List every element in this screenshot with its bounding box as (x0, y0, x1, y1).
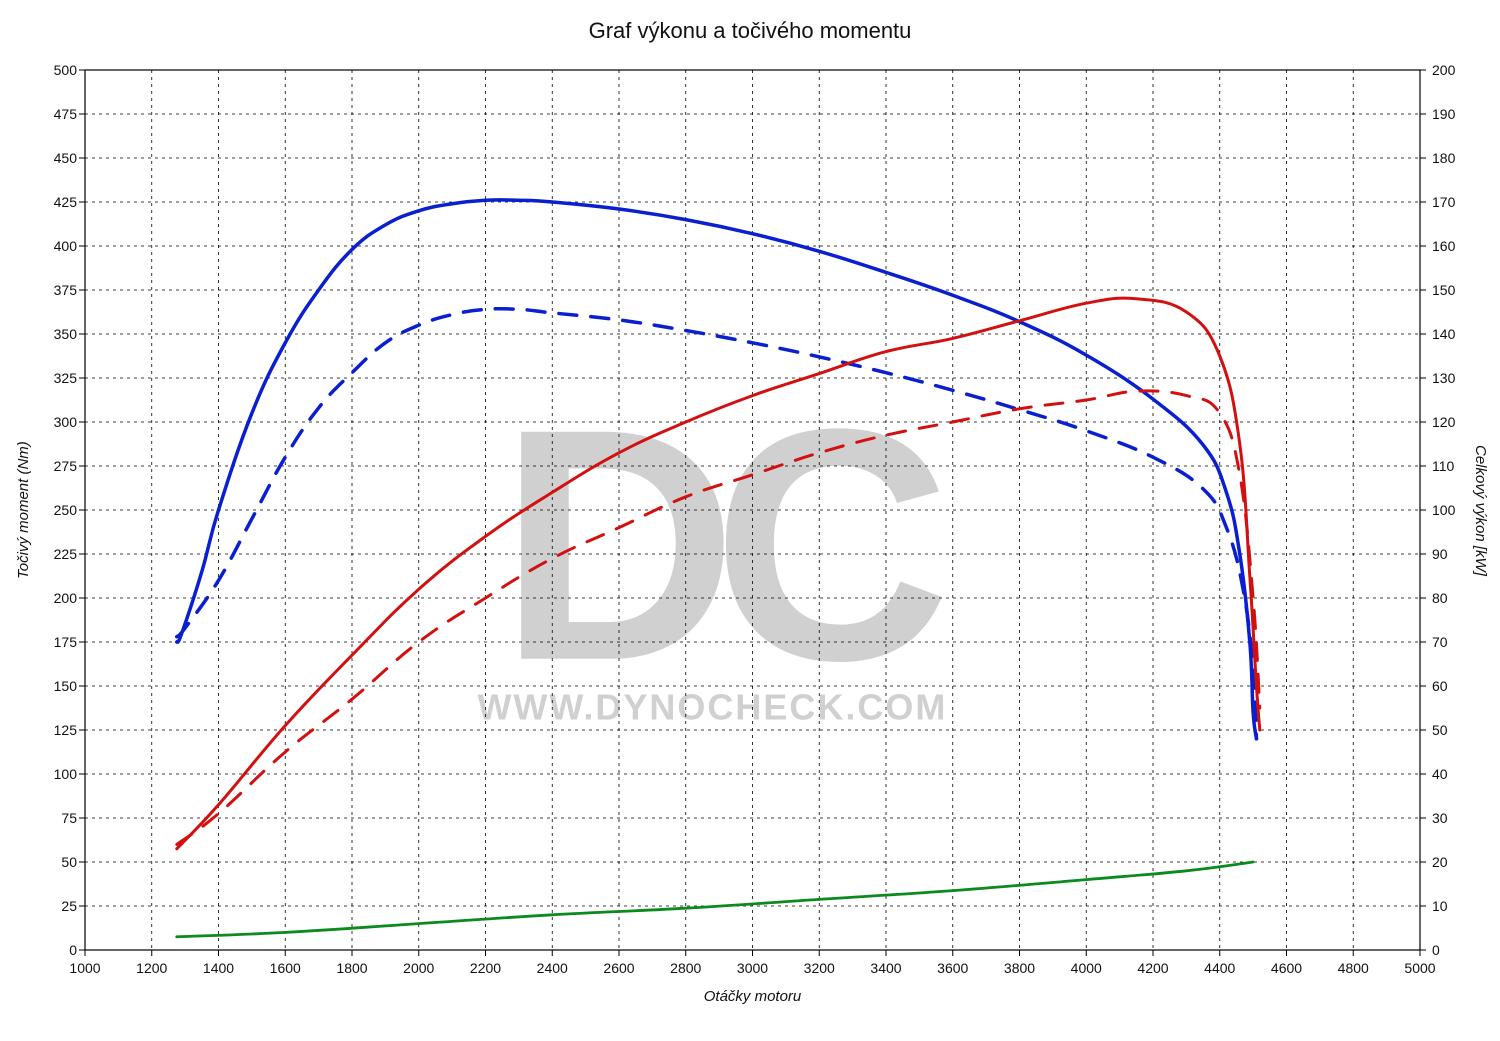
y-right-tick-label: 50 (1432, 722, 1448, 738)
y-right-tick-label: 130 (1432, 370, 1455, 386)
x-tick-label: 3400 (870, 960, 901, 976)
x-tick-label: 2800 (670, 960, 701, 976)
y-left-tick-label: 275 (45, 458, 77, 474)
y-left-tick-label: 0 (45, 942, 77, 958)
y-right-tick-label: 60 (1432, 678, 1448, 694)
y-left-tick-label: 100 (45, 766, 77, 782)
y-left-tick-label: 125 (45, 722, 77, 738)
watermark: DCWWW.DYNOCHECK.COM (477, 360, 947, 729)
chart-title: Graf výkonu a točivého momentu (0, 18, 1500, 44)
y-right-tick-label: 160 (1432, 238, 1455, 254)
x-tick-label: 4600 (1271, 960, 1302, 976)
x-tick-label: 1000 (69, 960, 100, 976)
y-left-tick-label: 350 (45, 326, 77, 342)
x-tick-label: 1800 (336, 960, 367, 976)
y-left-tick-label: 325 (45, 370, 77, 386)
y-left-tick-label: 300 (45, 414, 77, 430)
x-tick-label: 4000 (1071, 960, 1102, 976)
x-tick-label: 3000 (737, 960, 768, 976)
x-tick-label: 2600 (603, 960, 634, 976)
y-right-tick-label: 30 (1432, 810, 1448, 826)
y-right-tick-label: 100 (1432, 502, 1455, 518)
y-right-tick-label: 110 (1432, 458, 1454, 474)
svg-text:DC: DC (499, 360, 944, 729)
plot-area: DCWWW.DYNOCHECK.COM (85, 70, 1420, 950)
x-tick-label: 2000 (403, 960, 434, 976)
y-right-tick-label: 10 (1432, 898, 1448, 914)
y-left-tick-label: 400 (45, 238, 77, 254)
y-right-tick-label: 0 (1432, 942, 1440, 958)
y-left-tick-label: 475 (45, 106, 77, 122)
x-tick-label: 1400 (203, 960, 234, 976)
x-tick-label: 2400 (537, 960, 568, 976)
y-left-tick-label: 375 (45, 282, 77, 298)
y-right-tick-label: 180 (1432, 150, 1455, 166)
chart-svg: DCWWW.DYNOCHECK.COM (85, 70, 1420, 950)
y-left-tick-label: 50 (45, 854, 77, 870)
x-tick-label: 3800 (1004, 960, 1035, 976)
y-left-tick-label: 225 (45, 546, 77, 562)
y-axis-left-label: Točivý moment (Nm) (15, 70, 32, 950)
y-axis-right-label: Celkový výkon [kW] (1472, 70, 1489, 950)
x-tick-label: 3200 (804, 960, 835, 976)
y-left-tick-label: 450 (45, 150, 77, 166)
x-axis-label: Otáčky motoru (85, 988, 1420, 1005)
y-left-tick-label: 75 (45, 810, 77, 826)
chart-container: Graf výkonu a točivého momentu DCWWW.DYN… (0, 0, 1500, 1041)
x-tick-label: 3600 (937, 960, 968, 976)
y-left-tick-label: 25 (45, 898, 77, 914)
y-right-tick-label: 190 (1432, 106, 1455, 122)
y-right-tick-label: 200 (1432, 62, 1455, 78)
x-tick-label: 4200 (1137, 960, 1168, 976)
y-right-tick-label: 80 (1432, 590, 1448, 606)
y-right-tick-label: 20 (1432, 854, 1448, 870)
y-right-tick-label: 150 (1432, 282, 1455, 298)
x-tick-label: 1200 (136, 960, 167, 976)
x-tick-label: 4400 (1204, 960, 1235, 976)
x-tick-label: 5000 (1404, 960, 1435, 976)
x-tick-label: 4800 (1338, 960, 1369, 976)
series-loss_line (177, 862, 1253, 937)
x-tick-label: 2200 (470, 960, 501, 976)
y-right-tick-label: 40 (1432, 766, 1448, 782)
svg-text:WWW.DYNOCHECK.COM: WWW.DYNOCHECK.COM (477, 687, 947, 728)
grid (85, 70, 1420, 950)
y-left-tick-label: 250 (45, 502, 77, 518)
y-right-tick-label: 140 (1432, 326, 1455, 342)
y-left-tick-label: 425 (45, 194, 77, 210)
y-right-tick-label: 70 (1432, 634, 1448, 650)
y-left-tick-label: 200 (45, 590, 77, 606)
y-left-tick-label: 150 (45, 678, 77, 694)
x-tick-label: 1600 (270, 960, 301, 976)
y-right-tick-label: 170 (1432, 194, 1455, 210)
y-right-tick-label: 90 (1432, 546, 1448, 562)
y-right-tick-label: 120 (1432, 414, 1455, 430)
y-left-tick-label: 500 (45, 62, 77, 78)
y-left-tick-label: 175 (45, 634, 77, 650)
